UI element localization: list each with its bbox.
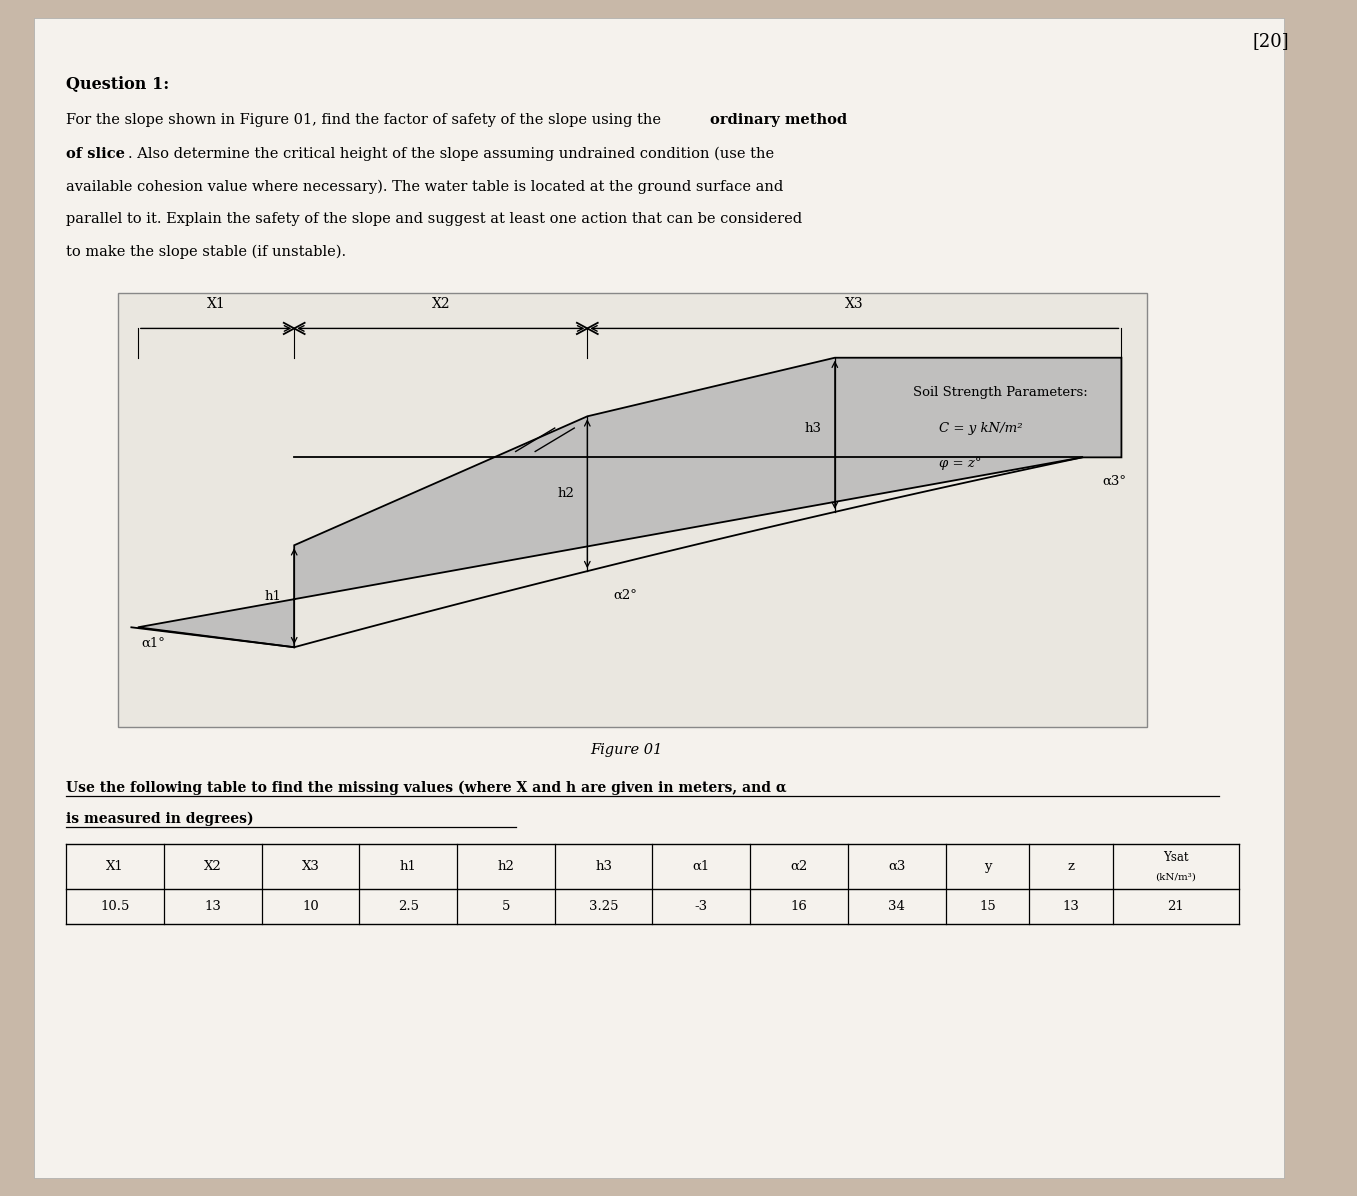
Text: [20]: [20] [1253, 32, 1289, 50]
Text: (kN/m³): (kN/m³) [1155, 872, 1197, 881]
Text: X1: X1 [106, 860, 123, 873]
Text: X1: X1 [206, 297, 225, 311]
Text: 5: 5 [502, 899, 510, 913]
Text: Ysat: Ysat [1163, 850, 1189, 864]
Text: α2: α2 [790, 860, 807, 873]
Polygon shape [138, 358, 1121, 647]
Text: parallel to it. Explain the safety of the slope and suggest at least one action : parallel to it. Explain the safety of th… [66, 213, 802, 226]
Text: α3°: α3° [1102, 475, 1126, 488]
Text: 10: 10 [303, 899, 319, 913]
Text: X2: X2 [204, 860, 221, 873]
Text: α3: α3 [887, 860, 905, 873]
Text: of slice: of slice [66, 147, 125, 160]
Text: 34: 34 [889, 899, 905, 913]
Text: 10.5: 10.5 [100, 899, 130, 913]
Text: Soil Strength Parameters:: Soil Strength Parameters: [913, 386, 1088, 399]
Text: h2: h2 [498, 860, 514, 873]
Text: 3.25: 3.25 [589, 899, 619, 913]
Text: y: y [984, 860, 991, 873]
Text: h3: h3 [596, 860, 612, 873]
FancyBboxPatch shape [118, 293, 1148, 727]
Text: 13: 13 [1063, 899, 1080, 913]
Text: is measured in degrees): is measured in degrees) [66, 811, 254, 825]
Text: X2: X2 [432, 297, 451, 311]
Text: C = y kN/m²: C = y kN/m² [939, 421, 1023, 434]
Text: h1: h1 [400, 860, 417, 873]
Text: 15: 15 [978, 899, 996, 913]
Text: 2.5: 2.5 [398, 899, 419, 913]
Text: φ = z°: φ = z° [939, 457, 981, 470]
Text: X3: X3 [845, 297, 863, 311]
Text: available cohesion value where necessary). The water table is located at the gro: available cohesion value where necessary… [66, 179, 783, 194]
FancyBboxPatch shape [34, 18, 1284, 1178]
Text: α1: α1 [692, 860, 710, 873]
Text: 21: 21 [1167, 899, 1185, 913]
Text: ordinary method: ordinary method [710, 112, 847, 127]
Text: 13: 13 [205, 899, 221, 913]
Text: Use the following table to find the missing values (where X and h are given in m: Use the following table to find the miss… [66, 781, 787, 795]
Text: z: z [1068, 860, 1075, 873]
Text: . Also determine the critical height of the slope assuming undrained condition (: . Also determine the critical height of … [128, 147, 775, 161]
Text: α2°: α2° [613, 588, 638, 602]
Text: to make the slope stable (if unstable).: to make the slope stable (if unstable). [66, 245, 346, 260]
Text: -3: -3 [695, 899, 708, 913]
Text: X3: X3 [301, 860, 319, 873]
Text: For the slope shown in Figure 01, find the factor of safety of the slope using t: For the slope shown in Figure 01, find t… [66, 112, 666, 127]
Text: Figure 01: Figure 01 [590, 744, 662, 757]
Text: Question 1:: Question 1: [66, 77, 170, 93]
Text: h3: h3 [805, 422, 822, 435]
Text: h1: h1 [265, 590, 281, 603]
Text: 16: 16 [791, 899, 807, 913]
Text: h2: h2 [558, 487, 574, 500]
Text: α1°: α1° [141, 636, 166, 649]
